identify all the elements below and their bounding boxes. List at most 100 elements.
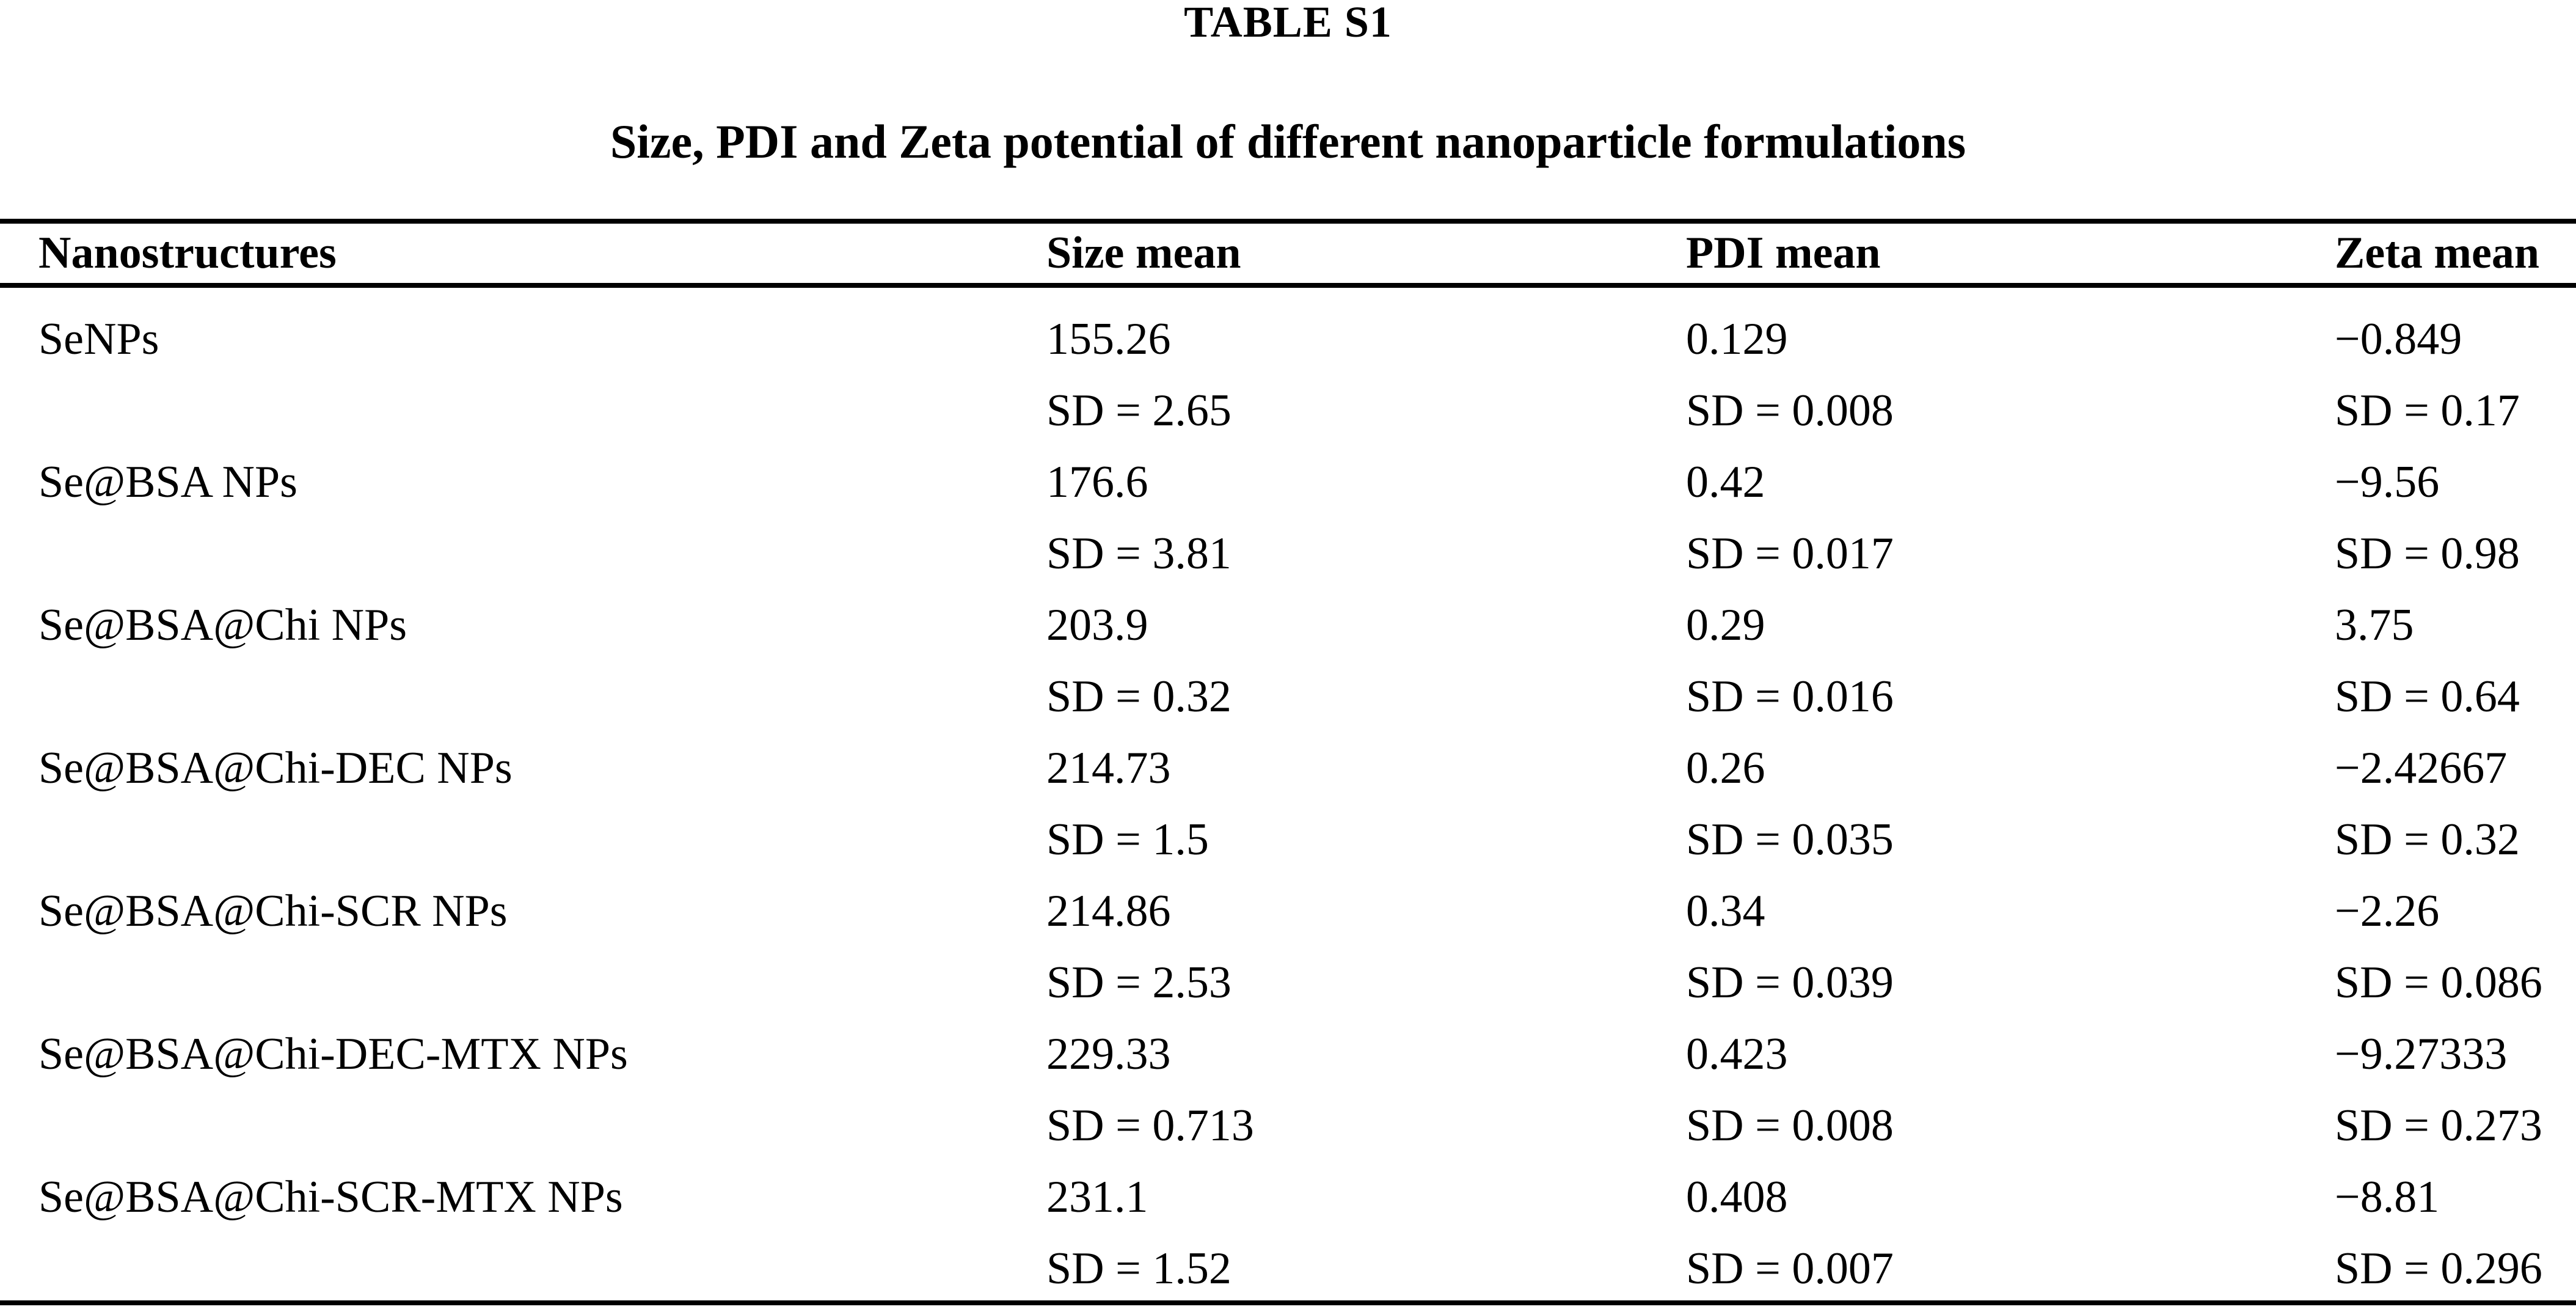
size-sd-value: SD = 1.52 bbox=[1046, 1244, 1231, 1294]
pdi-sd-value: SD = 0.035 bbox=[1686, 815, 1894, 865]
pdi-cell: 0.423 SD = 0.008 bbox=[1686, 1019, 2335, 1162]
table-caption: Size, PDI and Zeta potential of differen… bbox=[610, 115, 1966, 168]
zeta-sd-value: SD = 0.17 bbox=[2335, 386, 2520, 436]
table-row: SeNPs 155.26 SD = 2.65 0.129 SD = 0.008 … bbox=[38, 304, 2576, 447]
table-row: Se@BSA@Chi NPs 203.9 SD = 0.32 0.29 SD =… bbox=[38, 590, 2576, 733]
pdi-mean-value: 0.29 bbox=[1686, 600, 1765, 650]
nanostructure-name-cell: Se@BSA@Chi NPs bbox=[38, 590, 1046, 733]
pdi-mean-value: 0.129 bbox=[1686, 314, 1788, 364]
pdi-sd-value: SD = 0.017 bbox=[1686, 529, 1894, 579]
zeta-mean-value: 3.75 bbox=[2335, 600, 2414, 650]
nanostructure-name: Se@BSA@Chi-DEC NPs bbox=[38, 743, 513, 793]
pdi-mean-value: 0.423 bbox=[1686, 1029, 1788, 1079]
size-sd-value: SD = 0.713 bbox=[1046, 1101, 1254, 1151]
pdi-sd-value: SD = 0.016 bbox=[1686, 672, 1894, 722]
data-table: Nanostructures Size mean PDI mean Zeta m… bbox=[0, 219, 2576, 1305]
pdi-mean-value: 0.408 bbox=[1686, 1172, 1788, 1222]
nanostructure-name-cell: Se@BSA@Chi-SCR-MTX NPs bbox=[38, 1162, 1046, 1300]
column-header-zeta-mean: Zeta mean bbox=[2335, 228, 2539, 278]
column-header-nanostructures: Nanostructures bbox=[38, 228, 337, 278]
spacer-line bbox=[38, 375, 1046, 447]
spacer-line bbox=[38, 947, 1046, 1019]
zeta-mean-value: −2.26 bbox=[2335, 886, 2440, 936]
zeta-cell: −9.27333 SD = 0.273 bbox=[2335, 1019, 2576, 1162]
nanostructure-name: Se@BSA@Chi-DEC-MTX NPs bbox=[38, 1029, 628, 1079]
nanostructure-name-cell: SeNPs bbox=[38, 304, 1046, 447]
pdi-cell: 0.408 SD = 0.007 bbox=[1686, 1162, 2335, 1300]
size-mean-value: 214.73 bbox=[1046, 743, 1171, 793]
zeta-sd-value: SD = 0.086 bbox=[2335, 958, 2542, 1008]
pdi-sd-value: SD = 0.008 bbox=[1686, 386, 1894, 436]
size-cell: 214.86 SD = 2.53 bbox=[1046, 876, 1686, 1019]
table-row: Se@BSA NPs 176.6 SD = 3.81 0.42 SD = 0.0… bbox=[38, 447, 2576, 590]
size-mean-value: 229.33 bbox=[1046, 1029, 1171, 1079]
pdi-cell: 0.129 SD = 0.008 bbox=[1686, 304, 2335, 447]
table-row: Se@BSA@Chi-SCR NPs 214.86 SD = 2.53 0.34… bbox=[38, 876, 2576, 1019]
table-body: SeNPs 155.26 SD = 2.65 0.129 SD = 0.008 … bbox=[0, 288, 2576, 1300]
zeta-sd-value: SD = 0.32 bbox=[2335, 815, 2520, 865]
table-row: Se@BSA@Chi-DEC NPs 214.73 SD = 1.5 0.26 … bbox=[38, 733, 2576, 876]
table-row: Se@BSA@Chi-SCR-MTX NPs 231.1 SD = 1.52 0… bbox=[38, 1162, 2576, 1300]
nanostructure-name: Se@BSA NPs bbox=[38, 457, 297, 507]
zeta-cell: −8.81 SD = 0.296 bbox=[2335, 1162, 2576, 1300]
pdi-cell: 0.34 SD = 0.039 bbox=[1686, 876, 2335, 1019]
size-sd-value: SD = 2.65 bbox=[1046, 386, 1231, 436]
size-cell: 214.73 SD = 1.5 bbox=[1046, 733, 1686, 876]
size-mean-value: 155.26 bbox=[1046, 314, 1171, 364]
nanostructure-name: SeNPs bbox=[38, 314, 159, 364]
zeta-mean-value: −2.42667 bbox=[2335, 743, 2508, 793]
size-cell: 176.6 SD = 3.81 bbox=[1046, 447, 1686, 590]
pdi-mean-value: 0.26 bbox=[1686, 743, 1765, 793]
size-sd-value: SD = 1.5 bbox=[1046, 815, 1209, 865]
size-sd-value: SD = 2.53 bbox=[1046, 958, 1231, 1008]
spacer-line bbox=[38, 1233, 1046, 1300]
column-header-pdi-mean: PDI mean bbox=[1686, 228, 1881, 278]
pdi-sd-value: SD = 0.007 bbox=[1686, 1244, 1894, 1294]
size-mean-value: 231.1 bbox=[1046, 1172, 1148, 1222]
nanostructure-name: Se@BSA@Chi NPs bbox=[38, 600, 407, 650]
size-cell: 229.33 SD = 0.713 bbox=[1046, 1019, 1686, 1162]
zeta-sd-value: SD = 0.98 bbox=[2335, 529, 2520, 579]
nanostructure-name-cell: Se@BSA@Chi-DEC NPs bbox=[38, 733, 1046, 876]
size-mean-value: 203.9 bbox=[1046, 600, 1148, 650]
pdi-cell: 0.29 SD = 0.016 bbox=[1686, 590, 2335, 733]
spacer-line bbox=[38, 661, 1046, 733]
zeta-sd-value: SD = 0.296 bbox=[2335, 1244, 2542, 1294]
zeta-mean-value: −9.56 bbox=[2335, 457, 2440, 507]
table-row: Se@BSA@Chi-DEC-MTX NPs 229.33 SD = 0.713… bbox=[38, 1019, 2576, 1162]
zeta-cell: −9.56 SD = 0.98 bbox=[2335, 447, 2576, 590]
zeta-mean-value: −0.849 bbox=[2335, 314, 2462, 364]
size-mean-value: 214.86 bbox=[1046, 886, 1171, 936]
nanostructure-name-cell: Se@BSA@Chi-SCR NPs bbox=[38, 876, 1046, 1019]
pdi-mean-value: 0.34 bbox=[1686, 886, 1765, 936]
zeta-cell: 3.75 SD = 0.64 bbox=[2335, 590, 2576, 733]
table-header-row: Nanostructures Size mean PDI mean Zeta m… bbox=[0, 224, 2576, 288]
size-cell: 155.26 SD = 2.65 bbox=[1046, 304, 1686, 447]
pdi-sd-value: SD = 0.039 bbox=[1686, 958, 1894, 1008]
spacer-line bbox=[38, 804, 1046, 876]
zeta-cell: −2.26 SD = 0.086 bbox=[2335, 876, 2576, 1019]
zeta-sd-value: SD = 0.273 bbox=[2335, 1101, 2542, 1151]
size-sd-value: SD = 0.32 bbox=[1046, 672, 1231, 722]
pdi-sd-value: SD = 0.008 bbox=[1686, 1101, 1894, 1151]
size-cell: 203.9 SD = 0.32 bbox=[1046, 590, 1686, 733]
pdi-cell: 0.26 SD = 0.035 bbox=[1686, 733, 2335, 876]
zeta-sd-value: SD = 0.64 bbox=[2335, 672, 2520, 722]
spacer-line bbox=[38, 1090, 1046, 1162]
spacer-line bbox=[38, 518, 1046, 590]
nanostructure-name-cell: Se@BSA@Chi-DEC-MTX NPs bbox=[38, 1019, 1046, 1162]
pdi-cell: 0.42 SD = 0.017 bbox=[1686, 447, 2335, 590]
nanostructure-name-cell: Se@BSA NPs bbox=[38, 447, 1046, 590]
size-sd-value: SD = 3.81 bbox=[1046, 529, 1231, 579]
zeta-cell: −0.849 SD = 0.17 bbox=[2335, 304, 2576, 447]
nanostructure-name: Se@BSA@Chi-SCR NPs bbox=[38, 886, 508, 936]
zeta-cell: −2.42667 SD = 0.32 bbox=[2335, 733, 2576, 876]
column-header-size-mean: Size mean bbox=[1046, 228, 1241, 278]
size-cell: 231.1 SD = 1.52 bbox=[1046, 1162, 1686, 1300]
pdi-mean-value: 0.42 bbox=[1686, 457, 1765, 507]
nanostructure-name: Se@BSA@Chi-SCR-MTX NPs bbox=[38, 1172, 623, 1222]
size-mean-value: 176.6 bbox=[1046, 457, 1148, 507]
table-label: TABLE S1 bbox=[1184, 0, 1392, 46]
zeta-mean-value: −9.27333 bbox=[2335, 1029, 2508, 1079]
